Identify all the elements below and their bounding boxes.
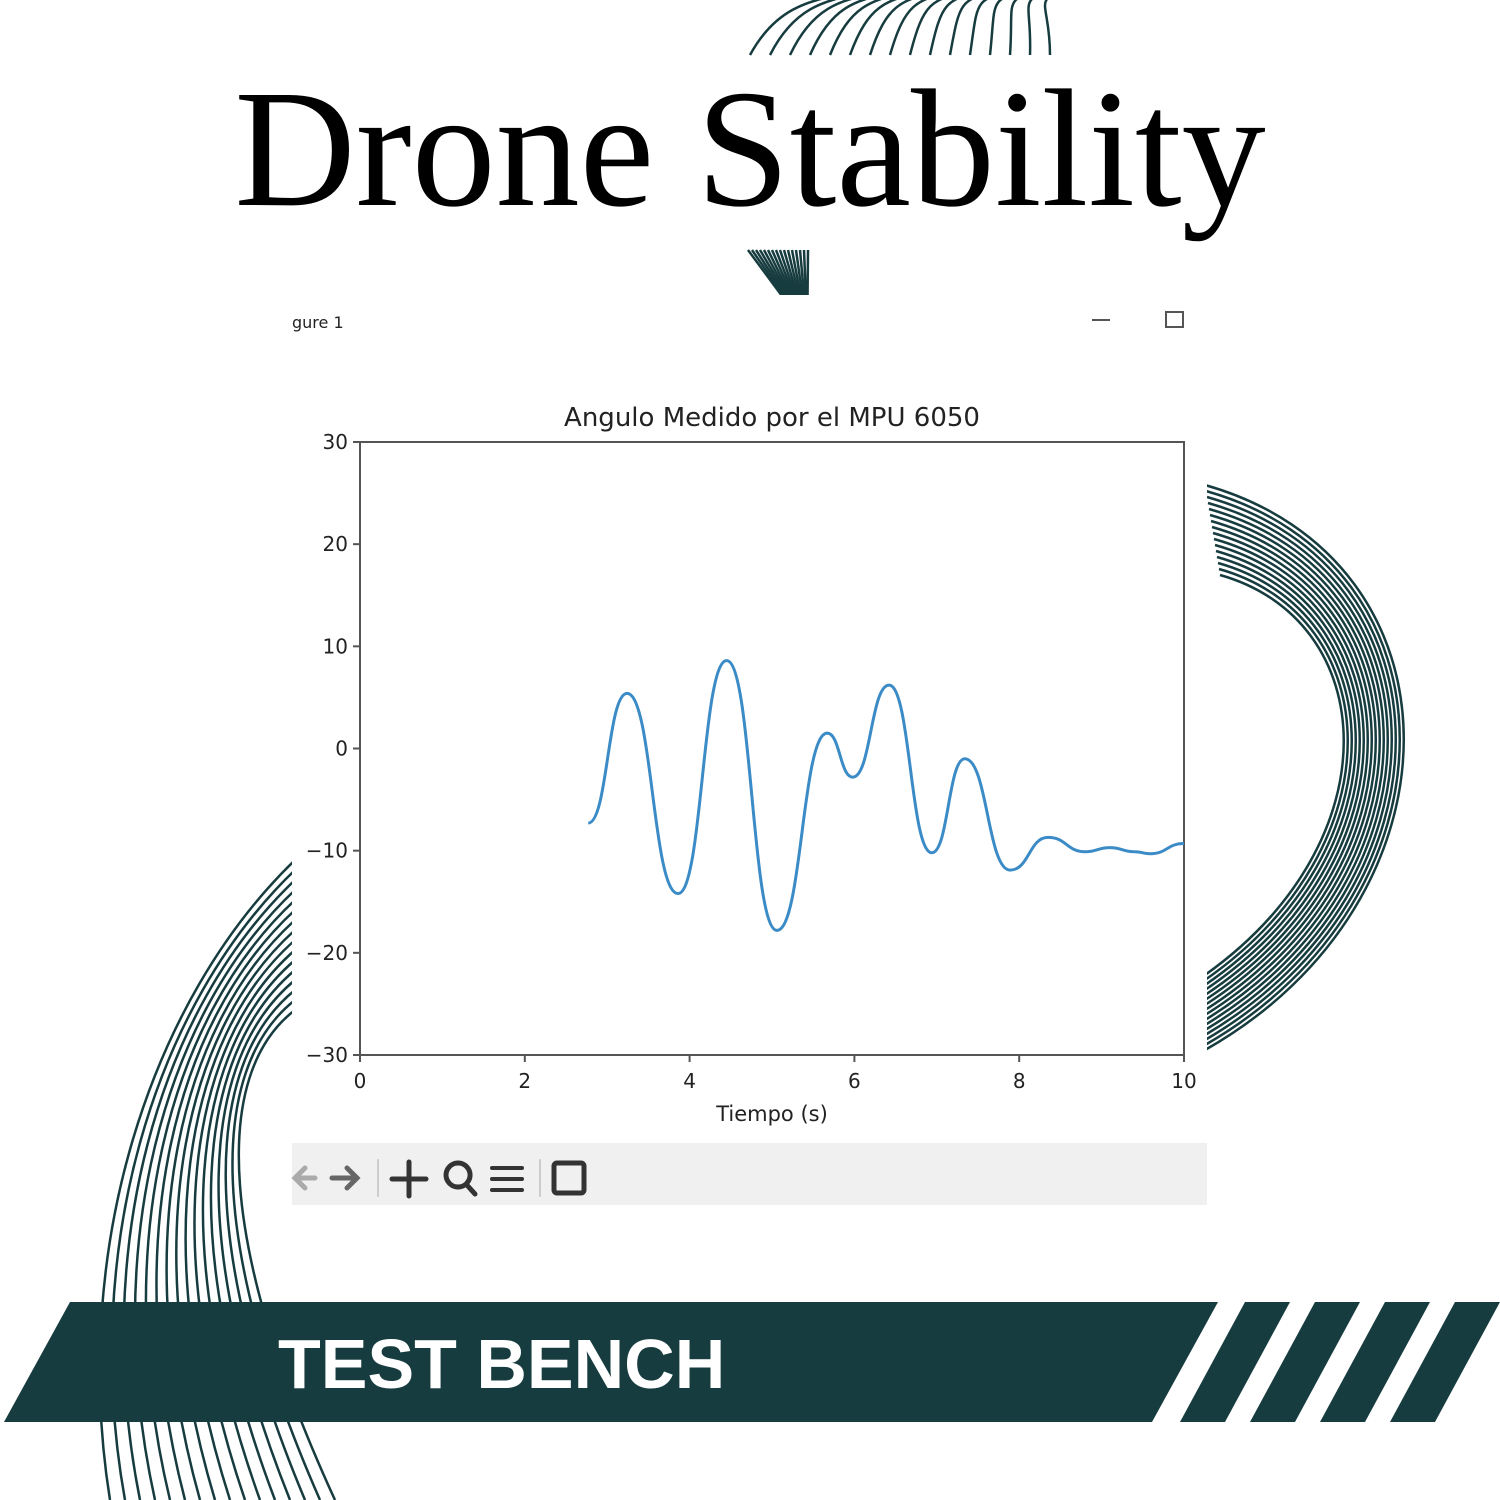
- deco-line: [848, 0, 898, 56]
- y-tick-label: 10: [323, 634, 348, 658]
- deco-line: [928, 0, 958, 56]
- deco-line: [750, 249, 788, 301]
- deco-line: [782, 249, 800, 301]
- deco-line: [948, 0, 973, 56]
- banner: [4, 1302, 1218, 1422]
- deco-line: [798, 249, 806, 301]
- x-tick-label: 0: [354, 1069, 367, 1093]
- window-title: gure 1: [292, 313, 344, 332]
- poster-title: Drone Stability: [234, 56, 1265, 242]
- deco-line: [1204, 489, 1401, 1047]
- deco-line: [988, 0, 1003, 56]
- deco-line: [808, 0, 868, 56]
- forward-button[interactable]: [329, 1165, 361, 1191]
- deco-line: [1204, 519, 1381, 1022]
- deco-line: [1027, 0, 1034, 56]
- deco-line: [766, 249, 794, 301]
- deco-line: [788, 0, 852, 56]
- deco-line: [868, 0, 913, 56]
- deco-line: [746, 249, 787, 301]
- y-tick-label: −20: [306, 941, 348, 965]
- x-tick-label: 2: [518, 1069, 531, 1093]
- deco-line: [770, 249, 796, 301]
- deco-line: [1204, 561, 1353, 987]
- deco-line: [748, 0, 822, 56]
- back-button[interactable]: [291, 1165, 318, 1191]
- y-tick-label: −10: [306, 839, 348, 863]
- deco-line: [828, 0, 883, 56]
- deco-line: [774, 249, 797, 301]
- deco-line: [768, 0, 837, 56]
- deco-line: [1204, 483, 1405, 1052]
- deco-line: [1204, 513, 1385, 1027]
- deco-line: [778, 249, 799, 301]
- chart: Angulo Medido por el MPU 6050 Tiempo (s) 0…: [306, 403, 1197, 1126]
- x-axis-label: Tiempo (s): [715, 1102, 828, 1126]
- y-tick-label: 30: [323, 430, 348, 454]
- banner-stripes: [1180, 1302, 1500, 1422]
- deco-line: [1043, 0, 1052, 56]
- deco-line: [790, 249, 803, 301]
- deco-line: [758, 249, 791, 301]
- deco-line: [1204, 549, 1361, 997]
- deco-line: [1204, 567, 1349, 982]
- y-tick-label: 20: [323, 532, 348, 556]
- chart-title: Angulo Medido por el MPU 6050: [564, 403, 980, 433]
- x-tick-label: 8: [1013, 1069, 1026, 1093]
- deco-line: [786, 249, 802, 301]
- deco-line: [968, 0, 988, 56]
- deco-line: [1204, 555, 1357, 992]
- deco-line: [794, 249, 805, 301]
- deco-line: [754, 249, 790, 301]
- zoom-button[interactable]: [443, 1160, 478, 1197]
- deco-line: [1204, 543, 1365, 1002]
- deco-line: [1008, 0, 1018, 56]
- deco-line: [1204, 531, 1373, 1012]
- deco-line: [1204, 537, 1369, 1007]
- toolbar-icons: [291, 1159, 587, 1199]
- x-tick-label: 4: [683, 1069, 696, 1093]
- toolbar: [292, 1143, 1207, 1205]
- pan-button[interactable]: [389, 1159, 429, 1199]
- deco-line: [762, 249, 793, 301]
- x-tick-label: 6: [848, 1069, 861, 1093]
- y-tick-label: −30: [306, 1043, 348, 1067]
- y-tick-label: 0: [335, 737, 348, 761]
- line-series: [587, 659, 1185, 932]
- deco-line: [1204, 573, 1345, 977]
- save-button[interactable]: [551, 1160, 587, 1196]
- x-tick-label: 10: [1171, 1069, 1196, 1093]
- deco-line: [1204, 501, 1393, 1037]
- configure-button[interactable]: [490, 1166, 524, 1192]
- deco-line: [806, 249, 810, 301]
- window: [292, 295, 1207, 1205]
- deco-line: [1204, 525, 1377, 1017]
- decoration: [98, 0, 1405, 1500]
- deco-line: [1204, 507, 1389, 1032]
- deco-line: [802, 249, 808, 301]
- deco-line: [1204, 495, 1397, 1042]
- maximize-button[interactable]: [1165, 311, 1184, 328]
- banner-text: TEST BENCH: [278, 1325, 725, 1403]
- deco-line: [888, 0, 928, 56]
- deco-line: [908, 0, 943, 56]
